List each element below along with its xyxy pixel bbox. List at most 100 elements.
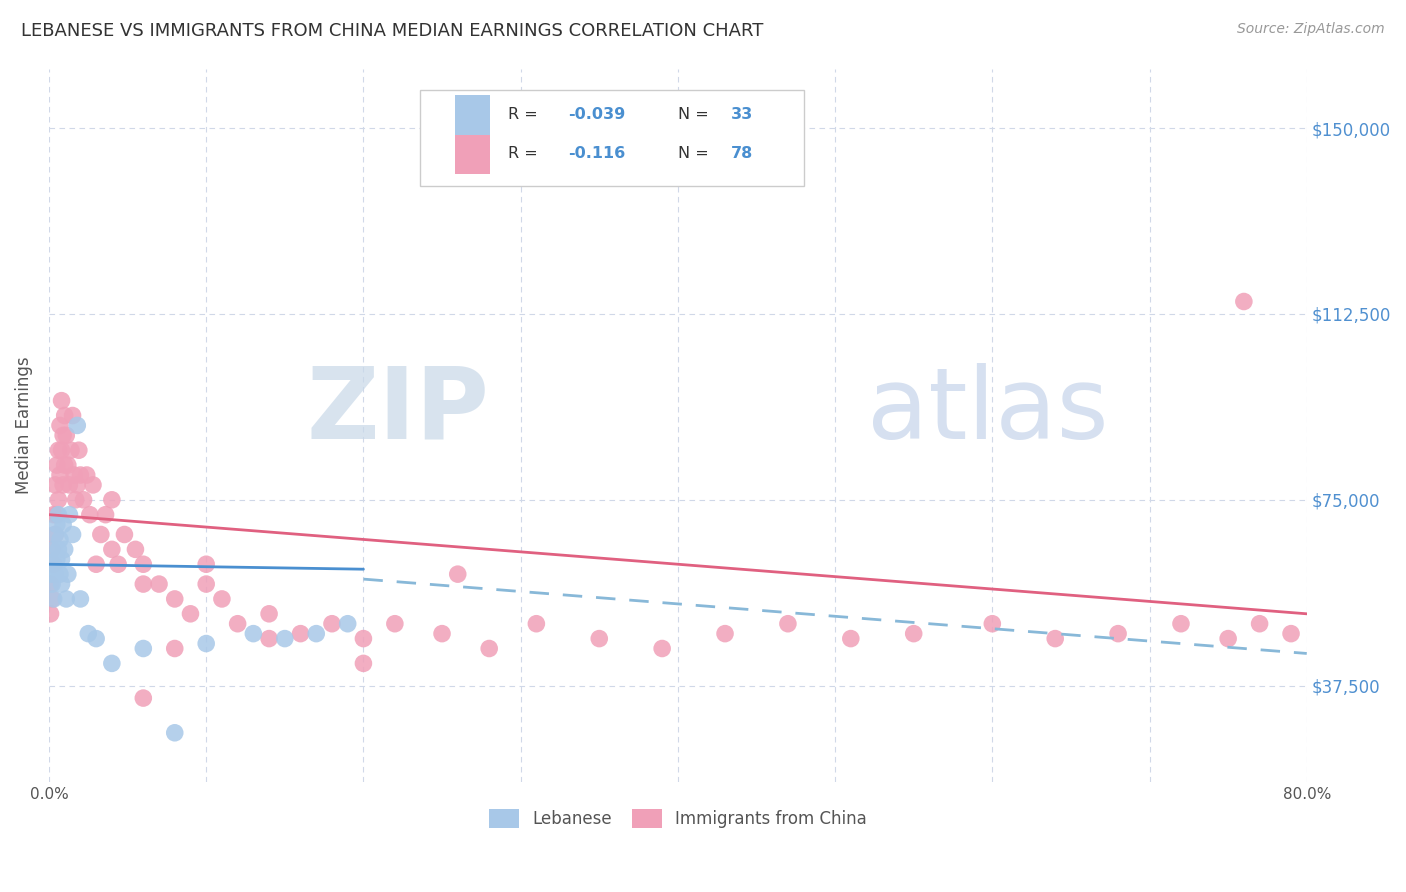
Text: N =: N =: [678, 107, 714, 122]
Point: [90, 527, 112, 541]
Point: [1279, 626, 1302, 640]
Point: [49, 468, 72, 483]
Point: [58, 508, 80, 522]
Point: [132, 641, 155, 656]
Text: -0.039: -0.039: [568, 107, 626, 122]
Text: -0.116: -0.116: [568, 146, 626, 161]
Point: [49, 567, 72, 582]
Point: [79, 508, 101, 522]
Point: [1233, 294, 1256, 309]
Legend: Lebanese, Immigrants from China: Lebanese, Immigrants from China: [482, 803, 873, 835]
Text: R =: R =: [508, 107, 543, 122]
Point: [101, 657, 124, 671]
Point: [384, 616, 406, 631]
Point: [94, 508, 117, 522]
Point: [49, 533, 72, 547]
Point: [305, 626, 328, 640]
Point: [39, 577, 62, 591]
Point: [163, 641, 186, 656]
Point: [41, 591, 63, 606]
Text: 33: 33: [731, 107, 754, 122]
Point: [45, 552, 67, 566]
Point: [352, 657, 374, 671]
Point: [447, 567, 470, 582]
Point: [55, 591, 77, 606]
Point: [42, 591, 65, 606]
Point: [274, 632, 297, 646]
Point: [714, 626, 737, 640]
Point: [48, 492, 70, 507]
Point: [352, 632, 374, 646]
Point: [195, 558, 218, 572]
Point: [66, 418, 89, 433]
Point: [903, 626, 925, 640]
Text: LEBANESE VS IMMIGRANTS FROM CHINA MEDIAN EARNINGS CORRELATION CHART: LEBANESE VS IMMIGRANTS FROM CHINA MEDIAN…: [21, 22, 763, 40]
Point: [53, 542, 76, 557]
Point: [242, 626, 264, 640]
Point: [44, 567, 66, 582]
Point: [84, 558, 107, 572]
Point: [1107, 626, 1129, 640]
Point: [163, 726, 186, 740]
Point: [67, 443, 90, 458]
Point: [226, 616, 249, 631]
Point: [45, 458, 67, 472]
Point: [77, 626, 100, 640]
Point: [51, 393, 73, 408]
Point: [195, 636, 218, 650]
Point: [58, 478, 80, 492]
Point: [52, 517, 75, 532]
Point: [290, 626, 312, 640]
Point: [195, 577, 218, 591]
Point: [49, 418, 72, 433]
Point: [981, 616, 1004, 631]
Point: [776, 616, 799, 631]
Point: [132, 558, 155, 572]
Point: [524, 616, 547, 631]
Point: [53, 458, 76, 472]
Point: [39, 607, 62, 621]
Point: [62, 527, 84, 541]
Point: [69, 591, 91, 606]
Point: [41, 542, 63, 557]
Point: [651, 641, 673, 656]
Point: [42, 542, 65, 557]
Point: [336, 616, 359, 631]
FancyBboxPatch shape: [456, 95, 491, 135]
Point: [211, 591, 233, 606]
Point: [44, 527, 66, 541]
Point: [51, 552, 73, 566]
Point: [48, 443, 70, 458]
Point: [76, 468, 98, 483]
Point: [148, 577, 170, 591]
Point: [59, 443, 82, 458]
Point: [51, 577, 73, 591]
Point: [56, 458, 79, 472]
Point: [56, 567, 79, 582]
Text: Source: ZipAtlas.com: Source: ZipAtlas.com: [1237, 22, 1385, 37]
Point: [84, 632, 107, 646]
Point: [62, 409, 84, 423]
Point: [101, 492, 124, 507]
Point: [430, 626, 453, 640]
Point: [1249, 616, 1271, 631]
Point: [321, 616, 343, 631]
Point: [42, 508, 65, 522]
Point: [45, 517, 67, 532]
Point: [1045, 632, 1067, 646]
Point: [124, 542, 146, 557]
Point: [82, 478, 104, 492]
Point: [52, 478, 75, 492]
Point: [69, 468, 91, 483]
Text: atlas: atlas: [866, 363, 1108, 459]
Point: [101, 542, 124, 557]
Point: [257, 632, 280, 646]
Point: [44, 478, 66, 492]
Point: [48, 542, 70, 557]
Point: [72, 492, 94, 507]
FancyBboxPatch shape: [456, 135, 491, 174]
Point: [588, 632, 610, 646]
Point: [45, 508, 67, 522]
Point: [42, 558, 65, 572]
Point: [66, 478, 89, 492]
